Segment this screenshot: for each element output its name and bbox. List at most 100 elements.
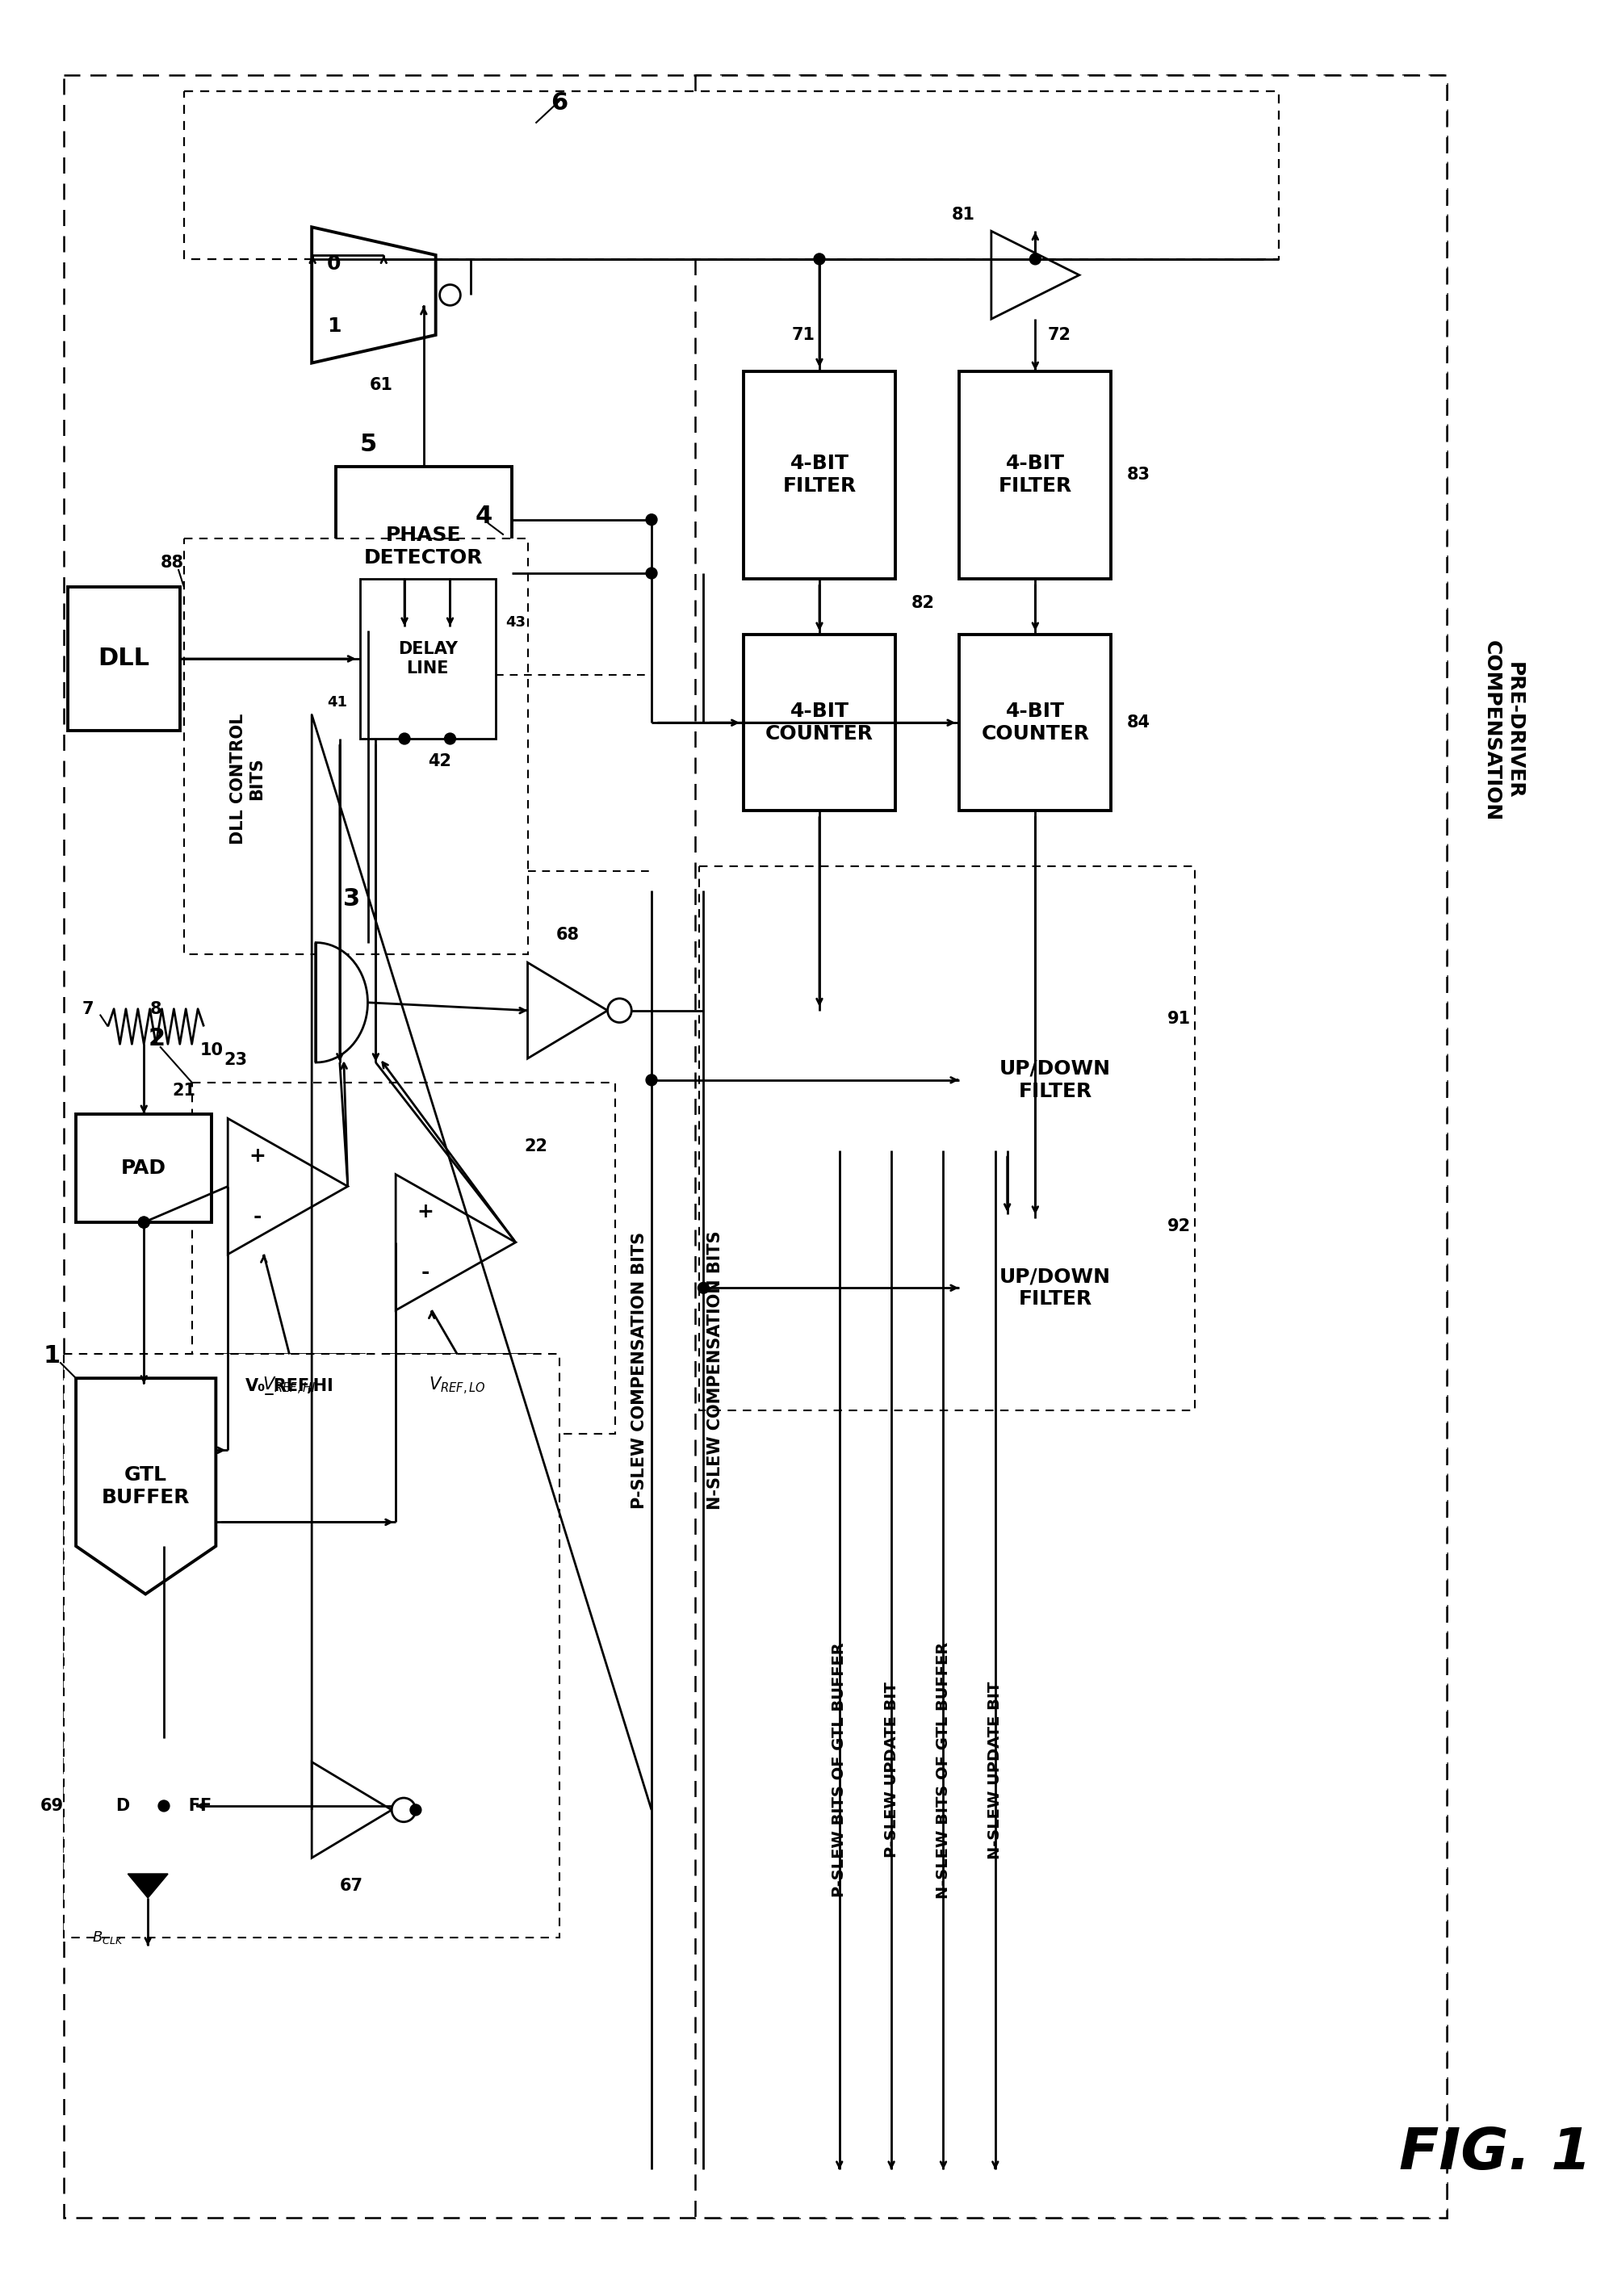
Text: 2: 2 [148, 1026, 166, 1049]
Text: PAD: PAD [121, 1157, 166, 1178]
Bar [216, 1355, 364, 1419]
Text: D          FF: D FF [116, 1798, 212, 1814]
Text: 91: 91 [1167, 1010, 1191, 1026]
Text: UP/DOWN
FILTER: UP/DOWN FILTER [999, 1267, 1110, 1309]
Text: 69: 69 [40, 1798, 64, 1814]
Text: 8: 8 [150, 1001, 163, 1017]
Text: 1: 1 [43, 1343, 61, 1368]
Text: +: + [249, 1146, 265, 1166]
Polygon shape [991, 232, 1080, 319]
Text: PRE-DRIVER
COMPENSATION: PRE-DRIVER COMPENSATION [1482, 641, 1524, 822]
Text: 92: 92 [1167, 1219, 1191, 1235]
Text: 4-BIT
FILTER: 4-BIT FILTER [999, 455, 1072, 496]
Text: GTL
BUFFER: GTL BUFFER [101, 1465, 190, 1506]
Polygon shape [312, 1761, 391, 1857]
Bar [959, 634, 1112, 810]
Text: 83: 83 [1128, 466, 1150, 482]
Circle shape [608, 999, 632, 1022]
Text: DLL CONTROL
BITS: DLL CONTROL BITS [230, 714, 265, 845]
Text: N-SLEW UPDATE BIT: N-SLEW UPDATE BIT [988, 1681, 1002, 1860]
Circle shape [439, 285, 460, 305]
Bar [360, 579, 496, 739]
Text: UP/DOWN
FILTER: UP/DOWN FILTER [999, 1058, 1110, 1102]
Bar [84, 1738, 245, 1874]
Polygon shape [228, 1118, 348, 1254]
Text: 6: 6 [550, 92, 568, 115]
Polygon shape [396, 1173, 515, 1311]
Text: DELAY
LINE: DELAY LINE [397, 641, 457, 677]
Bar [191, 1081, 616, 1435]
Circle shape [158, 1800, 169, 1812]
Text: -: - [253, 1208, 262, 1226]
Bar [68, 588, 180, 730]
Circle shape [645, 1075, 656, 1086]
Text: 4-BIT
FILTER: 4-BIT FILTER [782, 455, 856, 496]
Bar [336, 466, 512, 627]
Text: 72: 72 [1047, 326, 1072, 342]
Text: 10: 10 [200, 1042, 224, 1058]
Bar [700, 866, 1195, 1410]
Circle shape [1030, 253, 1041, 264]
Circle shape [444, 732, 455, 744]
Text: 7: 7 [82, 1001, 93, 1017]
Bar [64, 1355, 560, 1938]
Text: 42: 42 [428, 753, 452, 769]
Text: 43: 43 [505, 615, 526, 629]
Text: -: - [422, 1263, 430, 1283]
Text: 22: 22 [525, 1139, 547, 1155]
Text: N-SLEW COMPENSATION BITS: N-SLEW COMPENSATION BITS [708, 1231, 724, 1511]
Circle shape [399, 732, 410, 744]
Circle shape [698, 1281, 710, 1293]
Text: PHASE
DETECTOR: PHASE DETECTOR [364, 526, 483, 567]
Text: 5: 5 [360, 434, 377, 457]
Bar [383, 1355, 531, 1419]
Text: P-SLEW BITS OF GTL BUFFER: P-SLEW BITS OF GTL BUFFER [832, 1642, 846, 1896]
Text: $B_{CLK}$: $B_{CLK}$ [92, 1931, 124, 1947]
Text: 4-BIT
COUNTER: 4-BIT COUNTER [766, 703, 874, 744]
Bar [76, 1114, 212, 1221]
Text: 41: 41 [327, 696, 348, 709]
Text: 3: 3 [343, 886, 360, 909]
Text: 71: 71 [792, 326, 816, 342]
Circle shape [138, 1217, 150, 1228]
Bar [64, 76, 1446, 2218]
Circle shape [410, 1805, 422, 1816]
Text: N-SLEW BITS OF GTL BUFFER: N-SLEW BITS OF GTL BUFFER [936, 1642, 951, 1899]
Text: $V_{REF,HI}$: $V_{REF,HI}$ [262, 1375, 317, 1396]
Text: +: + [417, 1203, 434, 1221]
Text: FIG. 1: FIG. 1 [1398, 2126, 1591, 2181]
Circle shape [391, 1798, 415, 1823]
Text: 0: 0 [327, 255, 341, 273]
Text: P-SLEW COMPENSATION BITS: P-SLEW COMPENSATION BITS [631, 1231, 647, 1508]
Bar [183, 540, 528, 955]
Text: 21: 21 [172, 1081, 196, 1097]
Text: 81: 81 [951, 207, 975, 223]
Bar [695, 76, 1446, 2218]
Polygon shape [76, 1378, 216, 1593]
Text: $V_{REF,LO}$: $V_{REF,LO}$ [428, 1375, 486, 1396]
Text: V₀_REF,HI: V₀_REF,HI [245, 1378, 333, 1394]
Text: P-SLEW UPDATE BIT: P-SLEW UPDATE BIT [883, 1683, 899, 1857]
Text: 1: 1 [327, 317, 341, 335]
Circle shape [645, 567, 656, 579]
Text: 67: 67 [339, 1878, 364, 1894]
Bar [959, 1219, 1150, 1359]
Text: 4: 4 [475, 505, 492, 528]
Text: 82: 82 [911, 595, 935, 611]
Text: 61: 61 [370, 377, 393, 393]
Circle shape [814, 253, 825, 264]
Polygon shape [315, 944, 368, 1063]
Text: 68: 68 [555, 928, 579, 944]
Bar [183, 92, 1279, 259]
Polygon shape [312, 227, 436, 363]
Text: 84: 84 [1128, 714, 1150, 730]
Polygon shape [127, 1874, 167, 1899]
Text: 88: 88 [161, 556, 183, 572]
Bar [959, 372, 1112, 579]
Bar [959, 1010, 1150, 1150]
Circle shape [138, 1217, 150, 1228]
Circle shape [645, 514, 656, 526]
Text: 4-BIT
COUNTER: 4-BIT COUNTER [981, 703, 1089, 744]
Text: DLL: DLL [98, 647, 150, 670]
Polygon shape [528, 962, 608, 1058]
